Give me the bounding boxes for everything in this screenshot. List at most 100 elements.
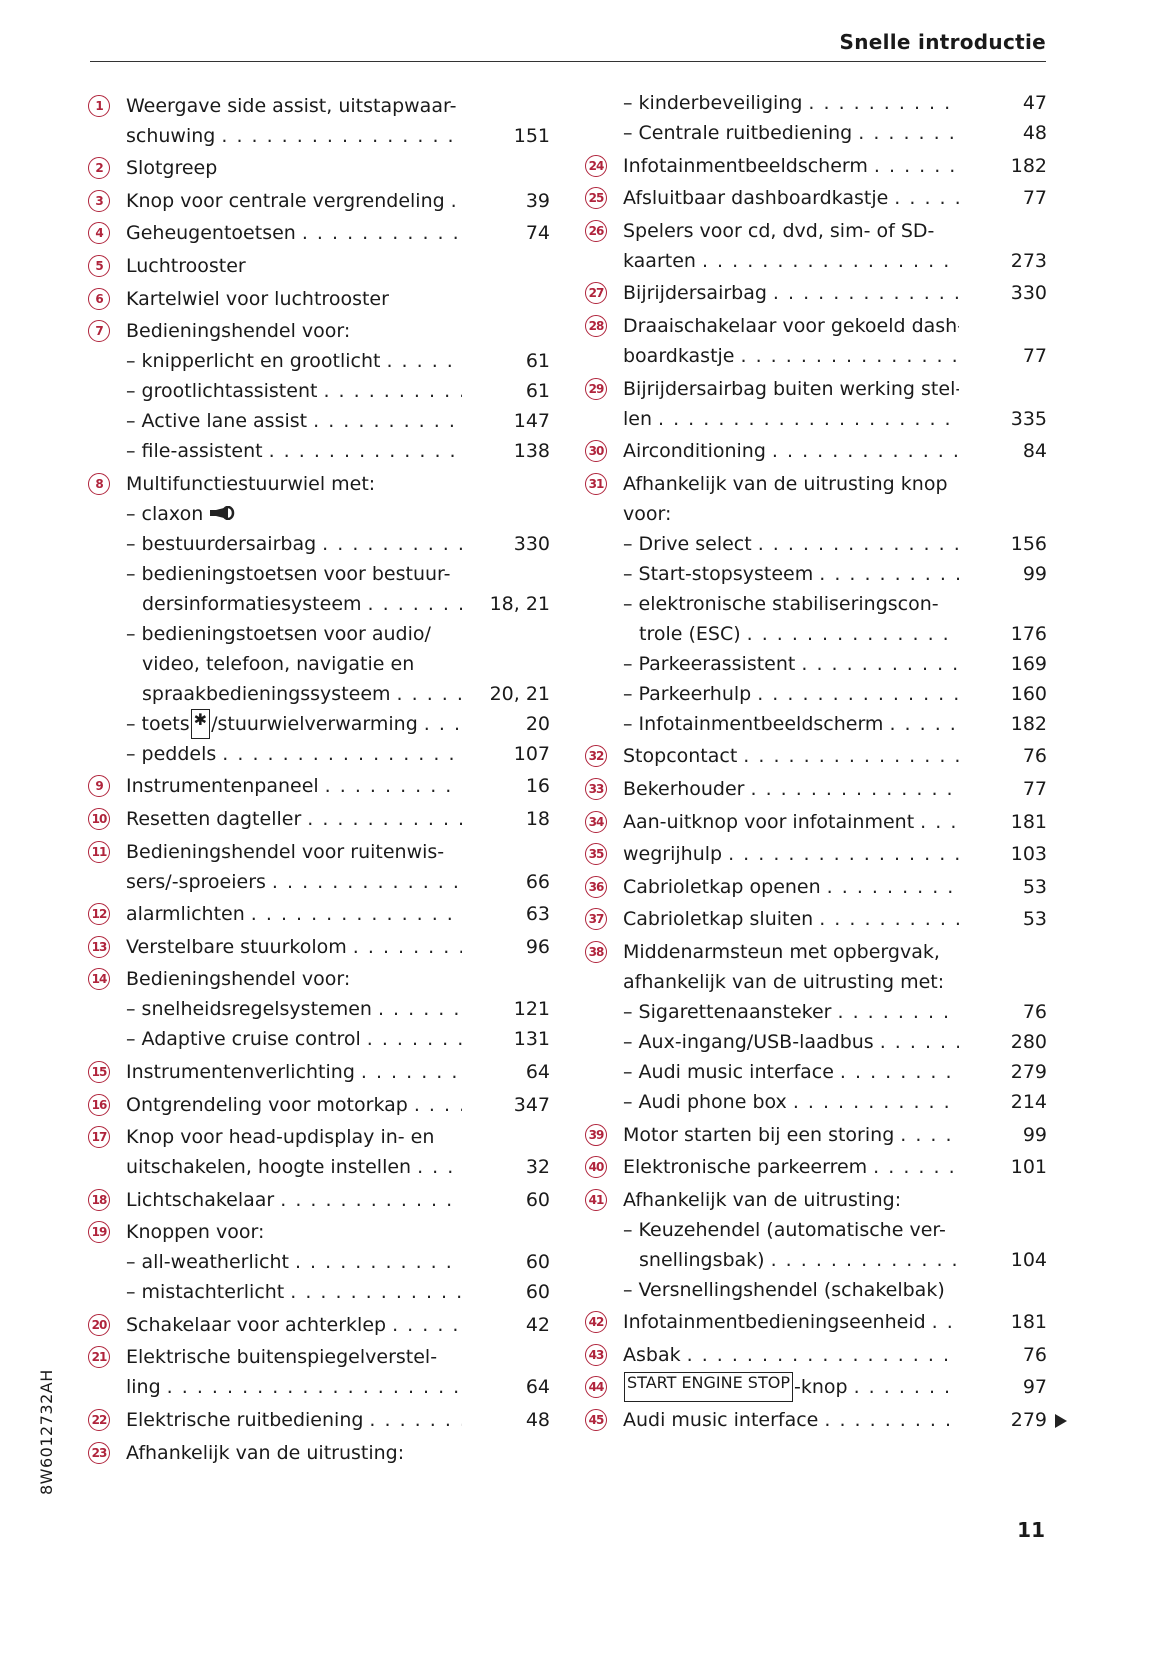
dot-leader: [741, 341, 960, 371]
page-reference: 32: [525, 1156, 550, 1179]
legend-entry: 28 Draaischakelaar voor gekoeld dash-: [585, 311, 1047, 341]
entry-label: – bestuurdersairbag: [126, 532, 317, 555]
dot-leader: [747, 619, 959, 649]
page-reference: 280: [1010, 1030, 1047, 1053]
callout-number: 23: [88, 1441, 110, 1464]
dot-leader: [854, 1372, 959, 1402]
entry-text: Aan-uitknop voor infotainment: [623, 807, 959, 837]
page-reference: 169: [1010, 652, 1047, 675]
dot-leader: [451, 186, 462, 216]
page-reference: 138: [513, 440, 550, 463]
page-reference: 53: [1022, 875, 1047, 898]
entry-label: schuwing: [126, 124, 216, 147]
entry-label: ling: [126, 1376, 161, 1399]
legend-line: – mistachterlicht 60: [88, 1277, 550, 1307]
entry-text: wegrijhulp: [623, 839, 959, 869]
dot-leader: [920, 807, 959, 837]
legend-line: – file-assistent 138: [88, 436, 550, 466]
entry-label: Spelers voor cd, dvd, sim- of SD-: [623, 219, 935, 242]
entry-text: schuwing: [126, 121, 462, 151]
callout-number: 38: [585, 940, 607, 963]
entry-label: – snelheidsregelsystemen: [126, 998, 372, 1021]
page-reference: 60: [525, 1188, 550, 1211]
entry-label: Bekerhouder: [623, 777, 745, 800]
entry-text: trole (ESC): [639, 619, 959, 649]
right-column: – kinderbeveiliging 47 – Centrale ruitbedi…: [585, 88, 1067, 1435]
legend-line: dersinformatiesysteem 18, 21: [88, 589, 550, 619]
legend-entry: 26 Spelers voor cd, dvd, sim- of SD-: [585, 216, 1047, 246]
page-reference: 273: [1010, 249, 1047, 272]
legend-entry: 18 Lichtschakelaar 60: [88, 1185, 550, 1215]
dot-leader: [801, 649, 959, 679]
entry-text: Bedieningshendel voor:: [126, 964, 462, 994]
page-reference: 47: [1022, 92, 1047, 114]
legend-entry: 8 Multifunctiestuurwiel met:: [88, 469, 550, 499]
entry-label: – Infotainmentbeeldscherm: [623, 712, 884, 735]
page-reference: 20, 21: [489, 682, 550, 705]
entry-text: – bedieningstoetsen voor audio/: [126, 619, 462, 649]
callout-number: 17: [88, 1126, 110, 1149]
legend-line: – Aux-ingang/USB-laadbus 280: [585, 1027, 1047, 1057]
entry-label: Elektrische ruitbediening: [126, 1409, 364, 1432]
dot-leader: [827, 872, 959, 902]
page-reference: 160: [1010, 682, 1047, 705]
page-reference: 76: [1022, 745, 1047, 768]
entry-label: – toets: [126, 712, 190, 735]
dot-leader: [378, 994, 462, 1024]
dot-leader: [819, 904, 959, 934]
dot-leader: [353, 932, 462, 962]
entry-label: Multifunctiestuurwiel met:: [126, 472, 376, 495]
entry-label: – claxon: [126, 502, 204, 525]
dot-leader: [386, 346, 462, 376]
dot-leader: [874, 151, 959, 181]
legend-entry: 9 Instrumentenpaneel 16: [88, 771, 550, 801]
entry-text: boardkastje: [623, 341, 959, 371]
legend-entry: 36 Cabriolet­kap openen 53: [585, 872, 1047, 902]
legend-line: snellingsbak) 104: [585, 1245, 1047, 1275]
callout-number: 5: [88, 254, 110, 277]
page-reference: 66: [525, 870, 550, 893]
dot-leader: [167, 1372, 462, 1402]
entry-text: Bijrijdersairbag: [623, 278, 959, 308]
entry-label: afhankelijk van de uitrusting met:: [623, 970, 945, 993]
legend-entry: 10 Resetten dagteller 18: [88, 804, 550, 834]
entry-text: – bestuurdersairbag: [126, 529, 462, 559]
legend-entry: 38 Middenarmsteun met opbergvak,: [585, 937, 1047, 967]
page-reference: 60: [525, 1281, 550, 1304]
legend-entry: 27 Bijrijdersairbag 330: [585, 278, 1047, 308]
legend-entry: 44 START ENGINE STOP-knop 97: [585, 1372, 1047, 1403]
entry-text: START ENGINE STOP -knop: [623, 1372, 959, 1403]
page-reference: 64: [525, 1376, 550, 1399]
callout-number: 41: [585, 1188, 607, 1211]
entry-text: dersinformatiesysteem: [142, 589, 462, 619]
entry-text: spraakbedieningssysteem: [142, 679, 462, 709]
legend-entry: 42 Infotainmentbedieningseenheid 181: [585, 1307, 1047, 1337]
entry-label: Cabriolet­kap openen: [623, 875, 821, 898]
entry-text: kaarten: [623, 246, 959, 276]
entry-label: len: [623, 407, 653, 430]
dot-leader: [323, 376, 462, 406]
dot-leader: [251, 899, 462, 929]
entry-label: voor:: [623, 502, 672, 525]
legend-line: kaarten 273: [585, 246, 1047, 276]
dot-leader: [880, 1027, 959, 1057]
legend-entry: 43 Asbak 76: [585, 1340, 1047, 1370]
entry-text: afhankelijk van de uitrusting met:: [623, 967, 959, 997]
entry-text: – Parkeerhulp: [623, 679, 959, 709]
legend-line: trole (ESC) 176: [585, 619, 1047, 649]
page-reference: 61: [525, 350, 550, 373]
entry-label: Bijrijdersairbag: [623, 282, 767, 305]
entry-text: – Sigarettenaansteker: [623, 997, 959, 1027]
legend-line: – peddels 107: [88, 739, 550, 769]
legend-entry: 2 Slotgreep: [88, 153, 550, 183]
callout-number: 3: [88, 189, 110, 212]
callout-number: 36: [585, 875, 607, 898]
page-reference: 39: [525, 189, 550, 212]
page-reference: 147: [513, 410, 550, 433]
entry-label: – Start-stopsysteem: [623, 562, 814, 585]
entry-text: Bijrijdersairbag buiten werking stel-: [623, 374, 959, 404]
entry-text: – elektronische stabiliseringscon-: [623, 589, 959, 619]
callout-number: 14: [88, 968, 110, 991]
legend-entry: 25 Afsluitbaar dashboardkastje 77: [585, 183, 1047, 213]
callout-number: 31: [585, 472, 607, 495]
